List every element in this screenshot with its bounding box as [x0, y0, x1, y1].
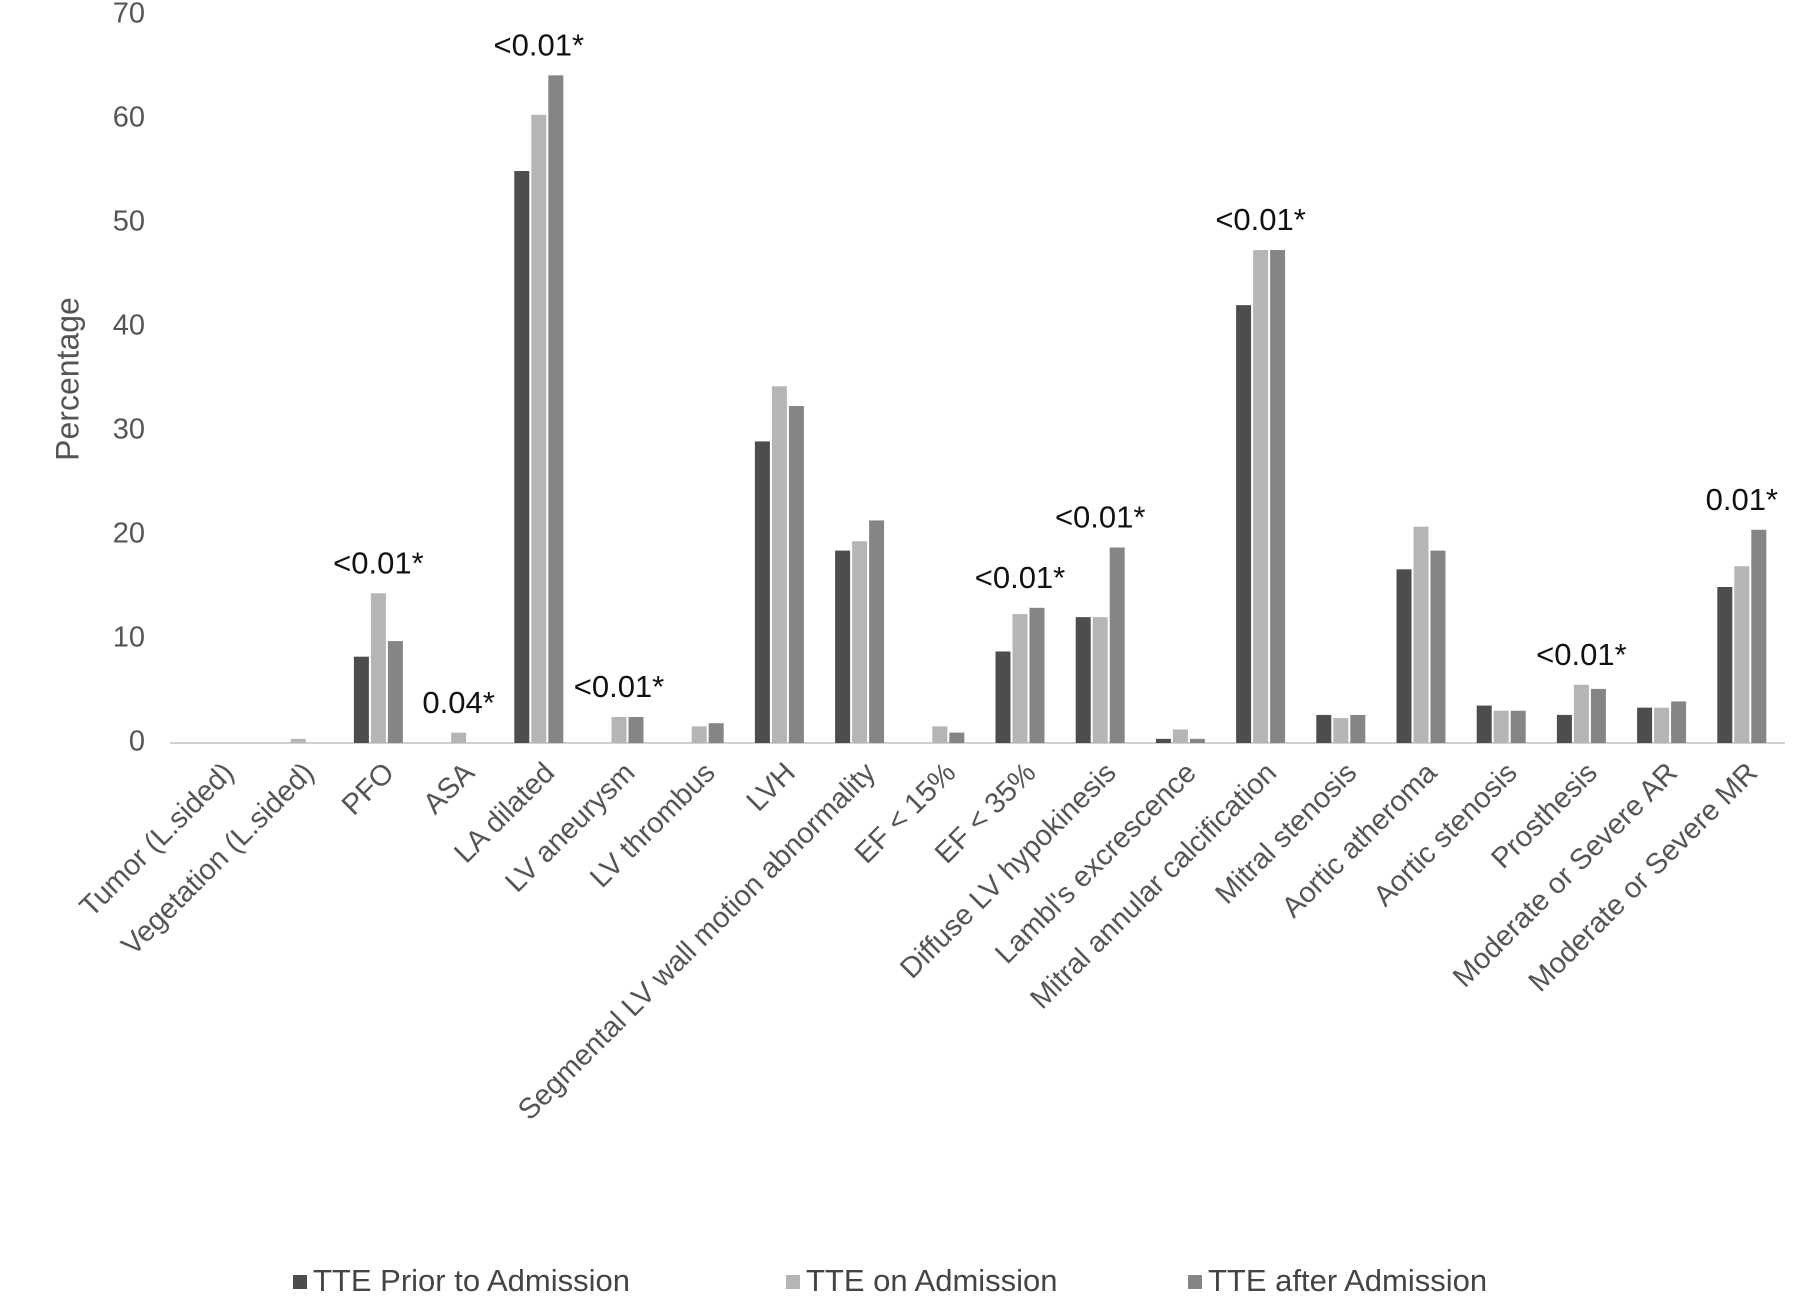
- bar: [290, 738, 306, 743]
- y-tick-label: 10: [113, 622, 145, 654]
- bar: [1510, 710, 1526, 743]
- legend-swatch: [786, 1275, 800, 1289]
- bar: [1590, 688, 1606, 743]
- bar: [628, 717, 644, 743]
- legend-swatch: [293, 1275, 307, 1289]
- p-value-annotation: <0.01*: [494, 28, 585, 63]
- x-tick-label: Mitral stenosis: [1209, 757, 1363, 911]
- legend-label: TTE Prior to Admission: [313, 1263, 630, 1298]
- p-value-annotation: <0.01*: [1055, 500, 1146, 535]
- bar: [1671, 701, 1687, 743]
- bar: [1253, 250, 1269, 744]
- x-tick-label: LVH: [741, 757, 802, 818]
- bar: [1556, 714, 1572, 743]
- bar: [1734, 566, 1750, 743]
- bar: [1637, 707, 1653, 743]
- bar: [949, 732, 965, 743]
- bar: [1350, 714, 1366, 743]
- bar: [1189, 738, 1205, 743]
- bar: [1316, 714, 1332, 743]
- bar: [370, 593, 386, 743]
- bar: [932, 726, 948, 743]
- legend-label: TTE on Admission: [806, 1263, 1058, 1298]
- bar: [1155, 738, 1171, 743]
- x-tick-label: Aortic stenosis: [1368, 757, 1524, 913]
- p-value-annotation: 0.04*: [422, 685, 494, 720]
- bar: [771, 386, 787, 743]
- bar: [1172, 729, 1188, 743]
- y-tick-label: 40: [113, 310, 145, 342]
- bar: [1075, 617, 1091, 743]
- p-value-annotation: <0.01*: [975, 560, 1066, 595]
- x-tick-label: PFO: [336, 757, 401, 822]
- bar: [387, 641, 403, 743]
- bar: [1654, 707, 1670, 743]
- y-tick-label: 30: [113, 414, 145, 446]
- bar: [835, 550, 851, 743]
- x-tick-label: ASA: [417, 756, 481, 820]
- p-value-annotation: <0.01*: [1536, 637, 1627, 672]
- p-value-annotation: <0.01*: [1215, 202, 1306, 237]
- y-tick-label: 20: [113, 518, 145, 550]
- p-value-annotation: <0.01*: [333, 545, 424, 580]
- bar: [1476, 705, 1492, 743]
- bar: [995, 651, 1011, 743]
- y-tick-label: 60: [113, 102, 145, 134]
- bar: [1396, 569, 1412, 743]
- p-value-annotation: 0.01*: [1706, 482, 1778, 517]
- bar: [869, 520, 885, 743]
- bar: [1573, 684, 1589, 743]
- bar: [1109, 547, 1125, 743]
- legend-label: TTE after Admission: [1208, 1263, 1487, 1298]
- bar: [1236, 305, 1252, 743]
- bar: [1717, 587, 1733, 743]
- bar: [1333, 718, 1349, 743]
- y-tick-label: 50: [113, 206, 145, 238]
- bar: [451, 732, 467, 743]
- bar: [754, 441, 770, 743]
- bar: [788, 406, 804, 743]
- bar: [1029, 607, 1045, 743]
- y-tick-label: 70: [113, 0, 145, 30]
- bar: [852, 541, 868, 743]
- y-tick-label: 0: [129, 726, 145, 758]
- bar: [1751, 529, 1767, 743]
- bar: [1493, 710, 1509, 743]
- bar: [708, 723, 724, 743]
- bar: [1413, 526, 1429, 743]
- bar: [1092, 617, 1108, 743]
- bar: [1430, 550, 1446, 743]
- bar: [531, 114, 547, 744]
- legend-swatch: [1188, 1275, 1202, 1289]
- bar: [691, 726, 707, 743]
- y-axis-title: Percentage: [49, 297, 85, 461]
- bar: [1270, 250, 1286, 744]
- bar: [353, 656, 369, 743]
- bar: [548, 75, 564, 743]
- bar: [514, 171, 530, 743]
- p-value-annotation: <0.01*: [574, 669, 665, 704]
- bar: [611, 717, 627, 743]
- bar: [1012, 614, 1028, 743]
